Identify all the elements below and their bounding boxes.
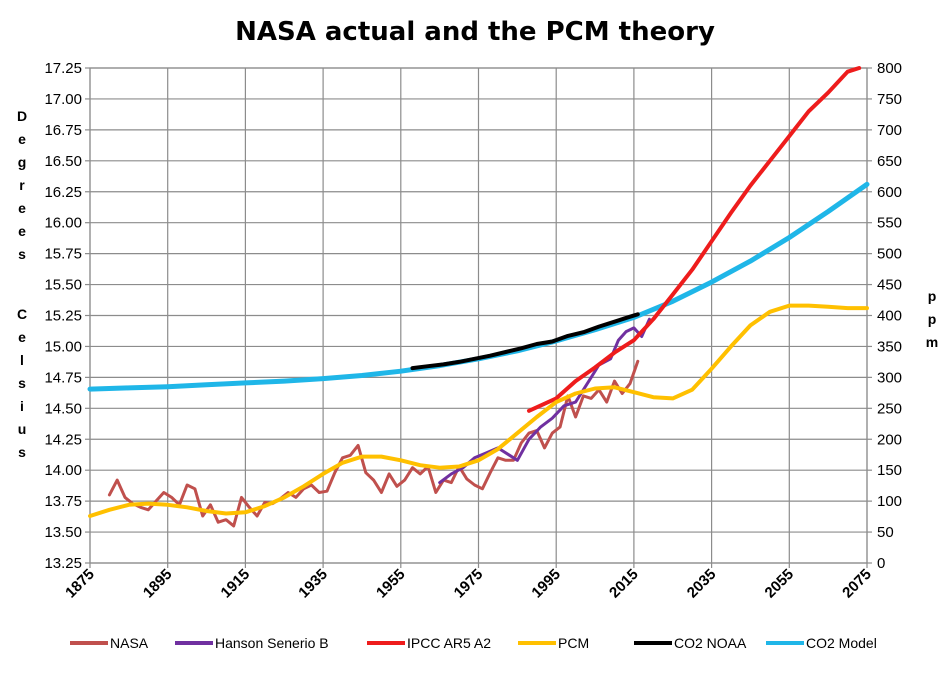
y-left-tick-label: 17.00 <box>44 91 82 108</box>
y-right-tick-label: 300 <box>877 369 902 386</box>
y-left-tick-label: 16.25 <box>44 184 82 201</box>
y-left-tick-label: 14.50 <box>44 400 82 417</box>
series-line-pcm <box>88 303 869 518</box>
right-axis-label-letter: p <box>928 311 937 327</box>
y-left-tick-label: 13.50 <box>44 524 82 541</box>
left-axis-label-letter: i <box>20 398 24 414</box>
left-axis-label-letter: e <box>18 200 26 216</box>
y-right-tick-label: 650 <box>877 153 902 170</box>
y-right-tick-label: 550 <box>877 215 902 232</box>
y-right-tick-label: 250 <box>877 400 902 417</box>
y-right-tick-label: 800 <box>877 60 902 77</box>
x-tick-label: 1915 <box>218 566 254 602</box>
y-left-tick-label: 17.25 <box>44 60 82 77</box>
y-right-tick-label: 100 <box>877 493 902 510</box>
left-axis-label-letter: e <box>18 131 26 147</box>
legend-label: Hanson Senerio B <box>215 635 329 651</box>
y-right-tick-label: 500 <box>877 246 902 263</box>
y-left-tick-label: 16.50 <box>44 153 82 170</box>
y-left-tick-label: 15.00 <box>44 338 82 355</box>
left-axis-label-letter: s <box>18 444 26 460</box>
right-axis-label: ppm <box>926 288 938 350</box>
left-axis-label-letter: l <box>20 352 24 368</box>
x-axis-ticks: 1875 1895 1915 1935 1955 1975 1995 2015 2035 2055… <box>62 566 875 602</box>
left-axis-label-letter: C <box>17 306 27 322</box>
left-axis-label-letter: e <box>18 223 26 239</box>
y-right-tick-label: 150 <box>877 462 902 479</box>
y-left-tick-label: 16.75 <box>44 122 82 139</box>
left-axis-label-letter: s <box>18 246 26 262</box>
y-right-tick-label: 0 <box>877 555 885 572</box>
series-line-ipcc-ar5-a2 <box>527 66 862 413</box>
x-tick-label: 1955 <box>373 566 409 602</box>
y-right-tick-label: 350 <box>877 338 902 355</box>
y-left-tick-label: 14.75 <box>44 369 82 386</box>
x-tick-label: 1895 <box>140 566 176 602</box>
x-tick-label: 2015 <box>606 566 642 602</box>
legend-label: IPCC AR5 A2 <box>407 635 491 651</box>
left-axis-label-letter: D <box>17 108 27 124</box>
y-left-tick-label: 15.75 <box>44 246 82 263</box>
legend-label: PCM <box>558 635 589 651</box>
series-line-nasa <box>107 359 640 528</box>
legend-label: CO2 NOAA <box>674 635 747 651</box>
left-axis-label-letter: r <box>19 177 25 193</box>
legend: NASA Hanson Senerio B IPCC AR5 A2 PCM CO2 NO… <box>70 635 877 651</box>
y-right-tick-label: 50 <box>877 524 894 541</box>
y-right-tick-label: 750 <box>877 91 902 108</box>
left-axis-label-letter: u <box>18 421 27 437</box>
x-tick-label: 2035 <box>684 566 720 602</box>
y-right-tick-label: 600 <box>877 184 902 201</box>
y-left-tick-label: 15.50 <box>44 277 82 294</box>
left-axis-ticks: 13.25 13.50 13.75 14.00 14.25 14.50 14.75 15.00… <box>44 60 82 572</box>
left-axis-label-letter: e <box>18 329 26 345</box>
x-tick-label: 1935 <box>295 566 331 602</box>
right-axis-label-letter: p <box>928 288 937 304</box>
right-axis-ticks: 0 50 100 150 200 250 300 350 400 450 500 550 600 650 7… <box>877 60 902 572</box>
y-right-tick-label: 700 <box>877 122 902 139</box>
x-tick-label: 1995 <box>528 566 564 602</box>
left-axis-label-letter: s <box>18 375 26 391</box>
y-left-tick-label: 13.75 <box>44 493 82 510</box>
y-left-tick-label: 15.25 <box>44 308 82 325</box>
left-axis-label-letter: g <box>18 154 27 170</box>
y-left-tick-label: 13.25 <box>44 555 82 572</box>
y-left-tick-label: 16.00 <box>44 215 82 232</box>
x-tick-label: 2075 <box>839 566 875 602</box>
grid <box>85 67 872 568</box>
y-right-tick-label: 200 <box>877 431 902 448</box>
x-tick-label: 2055 <box>762 566 798 602</box>
legend-label: NASA <box>110 635 149 651</box>
y-left-tick-label: 14.25 <box>44 431 82 448</box>
series-lines <box>87 66 870 528</box>
right-axis-label-letter: m <box>926 334 938 350</box>
series-line-co2-noaa <box>410 312 640 371</box>
y-right-tick-label: 400 <box>877 308 902 325</box>
legend-label: CO2 Model <box>806 635 877 651</box>
x-tick-label: 1975 <box>451 566 487 602</box>
y-left-tick-label: 14.00 <box>44 462 82 479</box>
series-line-hanson-senerio-b <box>438 317 651 485</box>
chart-title: NASA actual and the PCM theory <box>235 17 715 47</box>
y-right-tick-label: 450 <box>877 277 902 294</box>
